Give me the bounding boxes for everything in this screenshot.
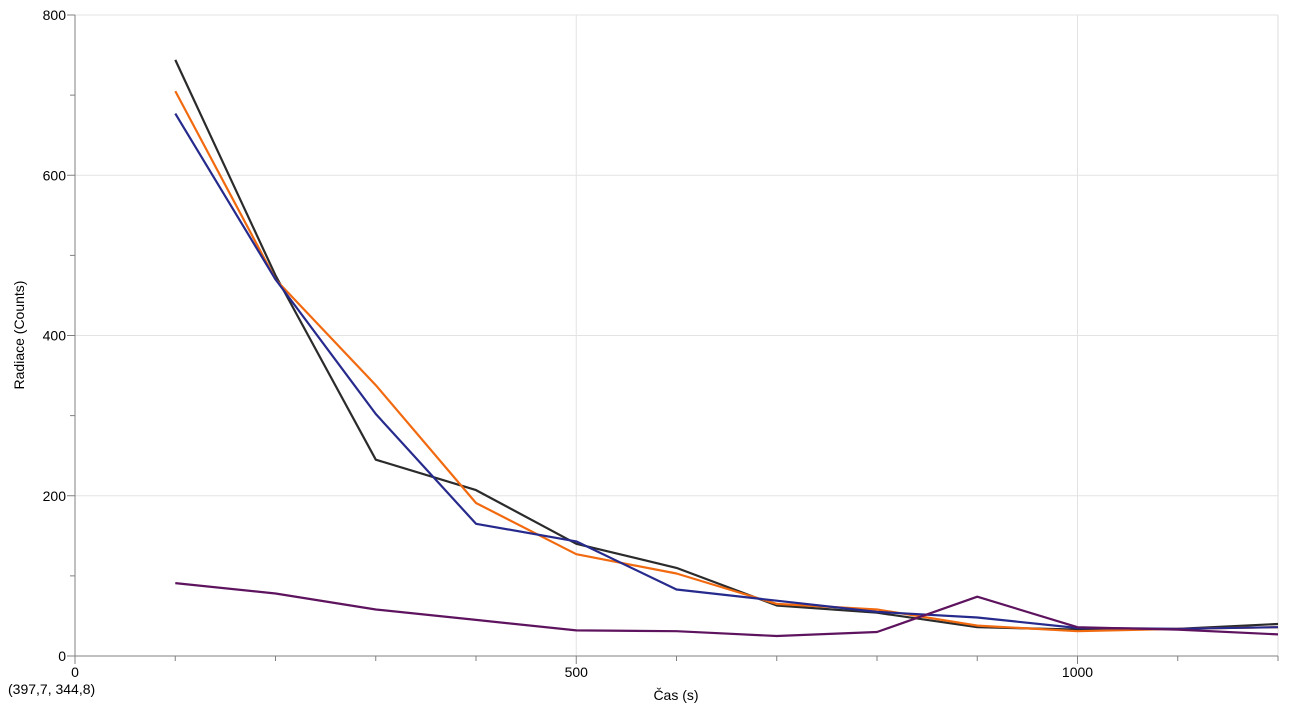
series-line-4 xyxy=(175,582,1279,638)
cursor-coordinate-readout: (397,7, 344,8) xyxy=(8,681,96,697)
y-tick-label: 200 xyxy=(43,488,67,504)
series-line-2 xyxy=(174,90,1279,633)
x-tick-label: 500 xyxy=(565,664,589,680)
y-tick-label: 400 xyxy=(43,328,67,344)
grid xyxy=(75,14,1279,656)
series-layer xyxy=(174,59,1279,638)
y-tick-label: 800 xyxy=(43,7,67,23)
x-tick-label: 0 xyxy=(71,664,79,680)
tick-labels: 0 500 1000 0 200 400 600 800 xyxy=(43,7,1094,680)
y-tick-label: 600 xyxy=(43,167,67,183)
y-tick-label: 0 xyxy=(58,648,66,664)
series-line-1 xyxy=(174,59,1279,631)
series-line-3 xyxy=(174,113,1279,630)
axes xyxy=(67,14,1279,664)
x-tick-label: 1000 xyxy=(1062,664,1093,680)
x-axis-title: Čas (s) xyxy=(653,687,698,703)
y-axis-title: Radiace (Counts) xyxy=(11,281,27,390)
